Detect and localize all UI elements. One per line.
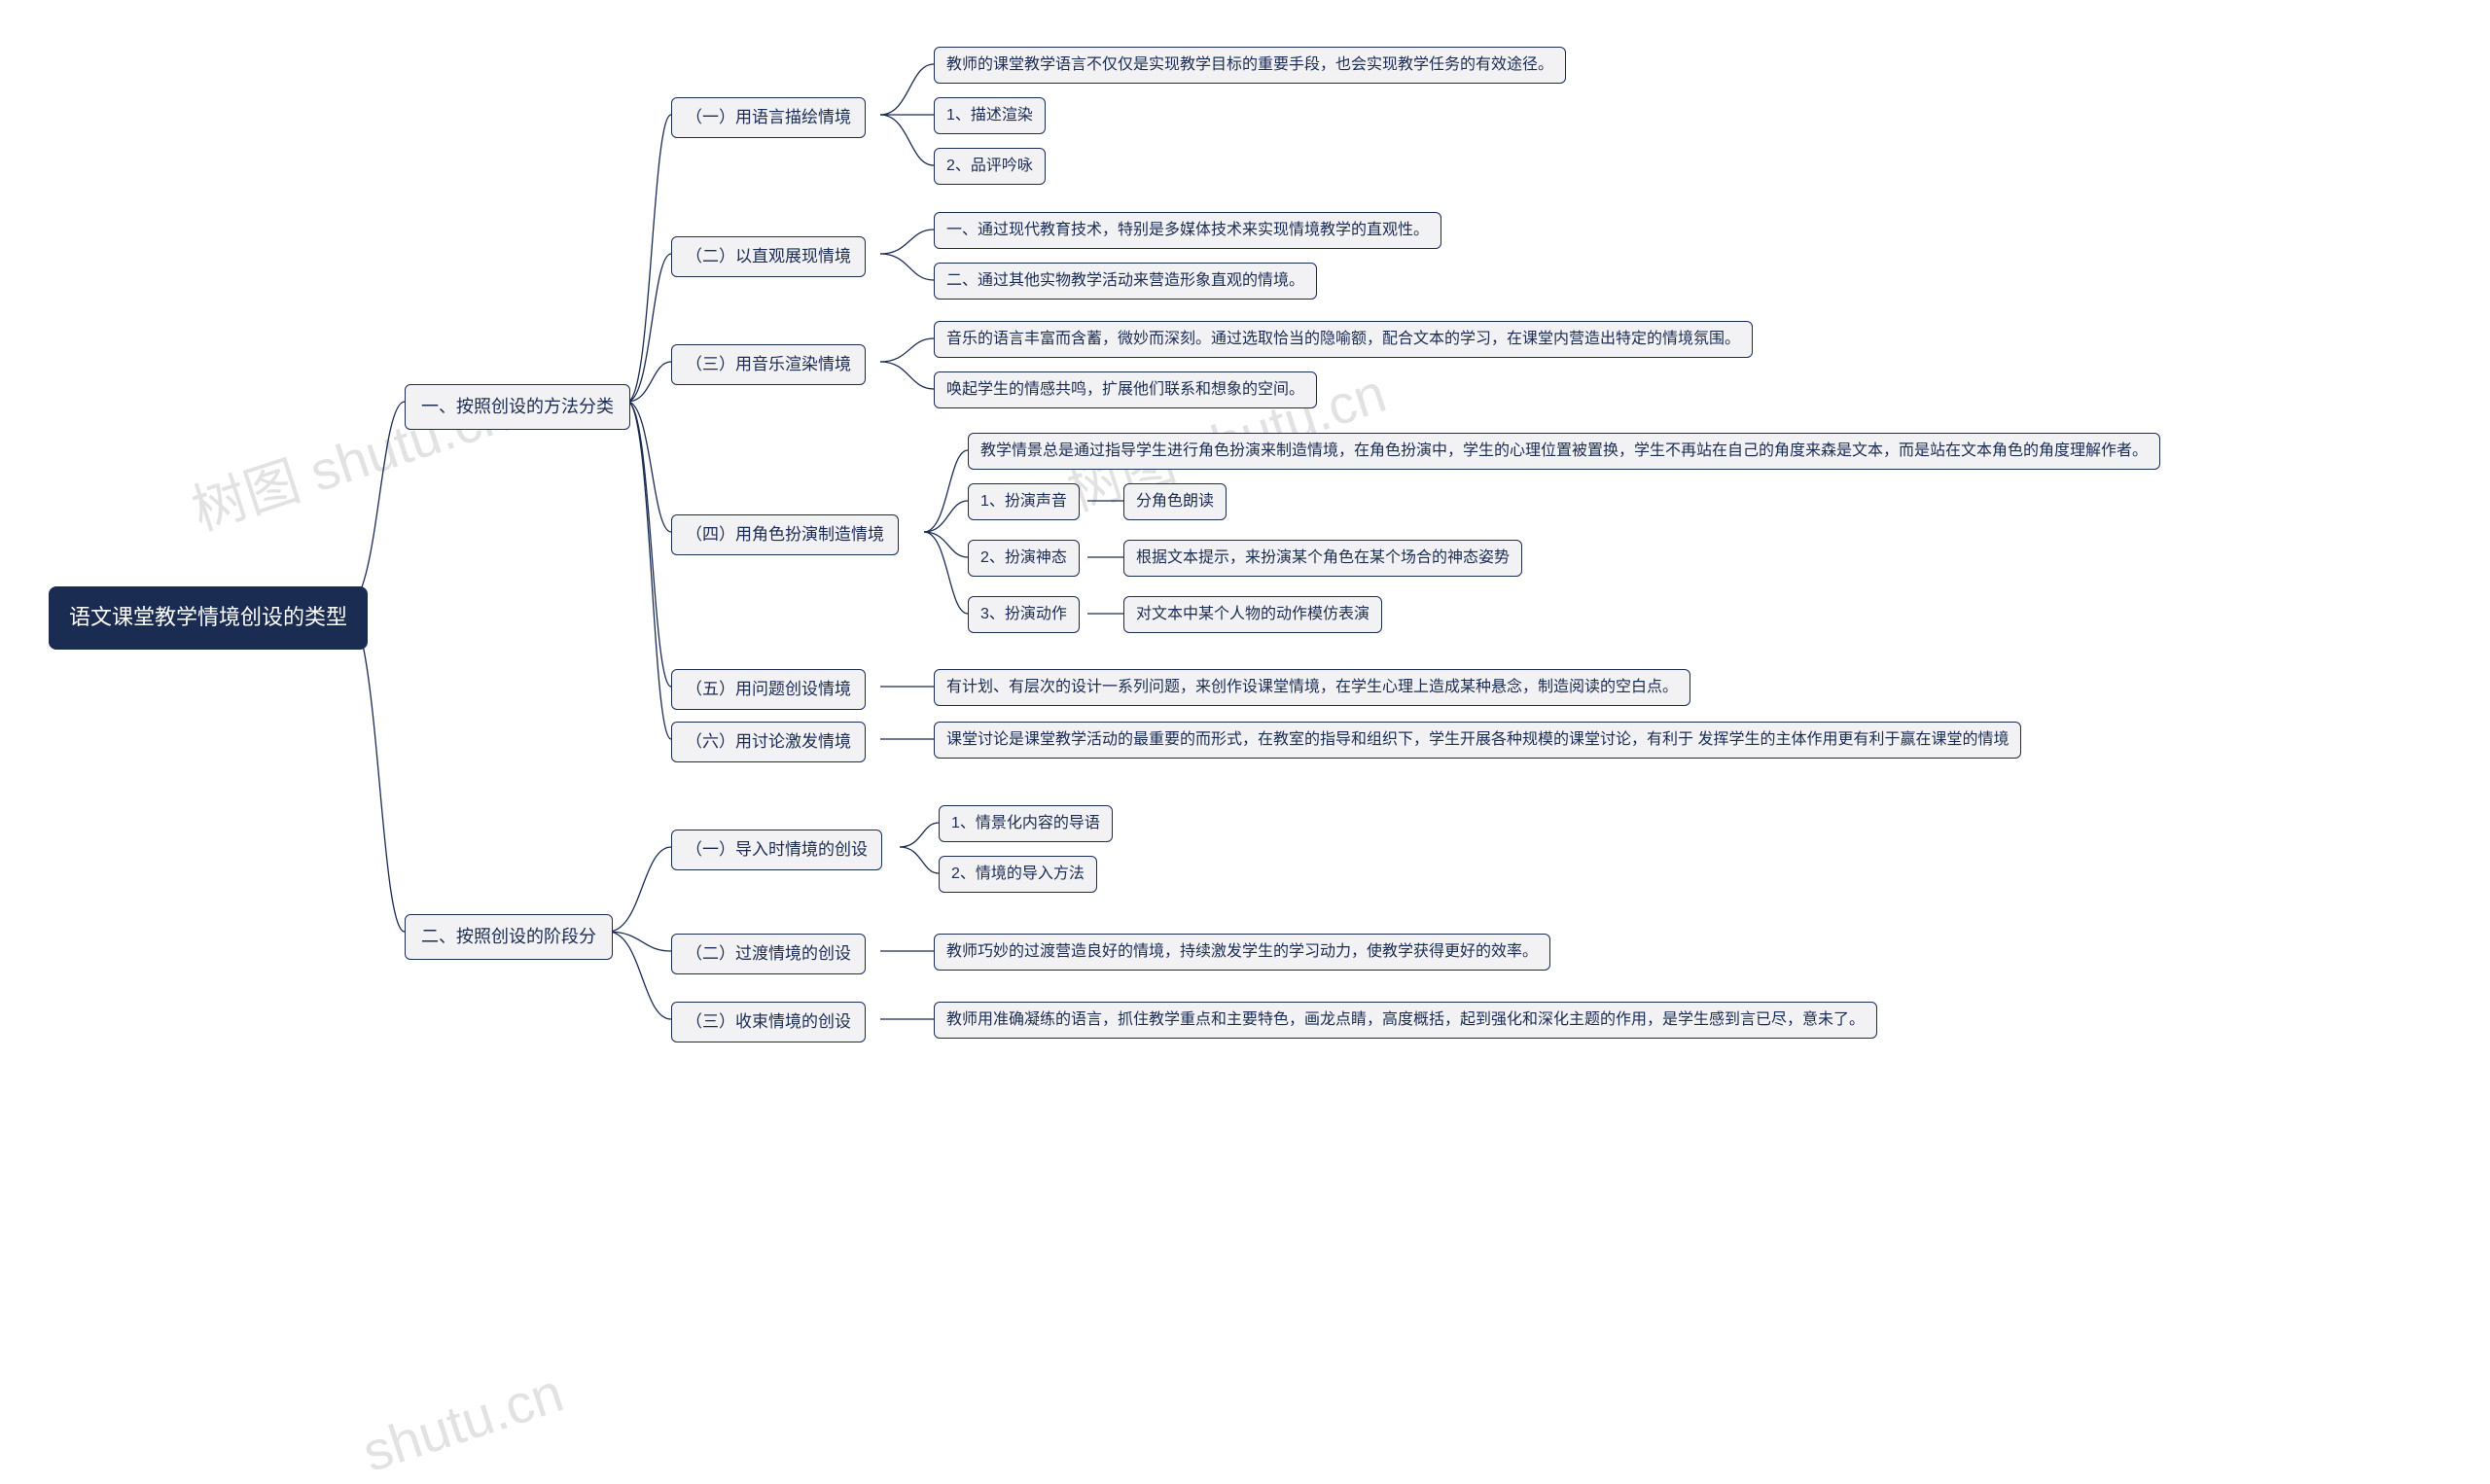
- leaf-m4-0[interactable]: 教学情景总是通过指导学生进行角色扮演来制造情境，在角色扮演中，学生的心理位置被置…: [968, 433, 2160, 470]
- node-method-6[interactable]: （六）用讨论激发情境: [671, 722, 866, 762]
- leaf-m4-2-sub[interactable]: 根据文本提示，来扮演某个角色在某个场合的神态姿势: [1123, 540, 1522, 577]
- node-stage-3[interactable]: （三）收束情境的创设: [671, 1002, 866, 1042]
- node-method-1[interactable]: （一）用语言描绘情境: [671, 97, 866, 138]
- leaf-m1-1[interactable]: 1、描述渲染: [934, 97, 1046, 134]
- node-method-2[interactable]: （二）以直观展现情境: [671, 236, 866, 277]
- branch-stages[interactable]: 二、按照创设的阶段分: [405, 914, 613, 960]
- leaf-m5-0[interactable]: 有计划、有层次的设计一系列问题，来创作设课堂情境，在学生心理上造成某种悬念，制造…: [934, 669, 1690, 706]
- mindmap-root[interactable]: 语文课堂教学情境创设的类型: [49, 586, 368, 650]
- leaf-m2-0[interactable]: 一、通过现代教育技术，特别是多媒体技术来实现情境教学的直观性。: [934, 212, 1441, 249]
- leaf-m4-1[interactable]: 1、扮演声音: [968, 483, 1080, 520]
- node-method-4[interactable]: （四）用角色扮演制造情境: [671, 514, 899, 555]
- leaf-m4-2[interactable]: 2、扮演神态: [968, 540, 1080, 577]
- leaf-m1-0[interactable]: 教师的课堂教学语言不仅仅是实现教学目标的重要手段，也会实现教学任务的有效途径。: [934, 47, 1566, 84]
- watermark: shutu.cn: [355, 1360, 570, 1484]
- leaf-s2-0[interactable]: 教师巧妙的过渡营造良好的情境，持续激发学生的学习动力，使教学获得更好的效率。: [934, 934, 1550, 971]
- leaf-m3-0[interactable]: 音乐的语言丰富而含蓄，微妙而深刻。通过选取恰当的隐喻额，配合文本的学习，在课堂内…: [934, 321, 1753, 358]
- leaf-m6-0[interactable]: 课堂讨论是课堂教学活动的最重要的而形式，在教室的指导和组织下，学生开展各种规模的…: [934, 722, 2021, 759]
- branch-methods[interactable]: 一、按照创设的方法分类: [405, 384, 630, 430]
- leaf-m4-3[interactable]: 3、扮演动作: [968, 596, 1080, 633]
- node-method-5[interactable]: （五）用问题创设情境: [671, 669, 866, 710]
- leaf-m1-2[interactable]: 2、品评吟咏: [934, 148, 1046, 185]
- leaf-m3-1[interactable]: 唤起学生的情感共鸣，扩展他们联系和想象的空间。: [934, 371, 1317, 408]
- node-stage-2[interactable]: （二）过渡情境的创设: [671, 934, 866, 974]
- leaf-s1-1[interactable]: 2、情境的导入方法: [939, 856, 1097, 893]
- leaf-s3-0[interactable]: 教师用准确凝练的语言，抓住教学重点和主要特色，画龙点睛，高度概括，起到强化和深化…: [934, 1002, 1877, 1039]
- leaf-m2-1[interactable]: 二、通过其他实物教学活动来营造形象直观的情境。: [934, 263, 1317, 300]
- node-stage-1[interactable]: （一）导入时情境的创设: [671, 830, 882, 870]
- leaf-m4-3-sub[interactable]: 对文本中某个人物的动作模仿表演: [1123, 596, 1382, 633]
- leaf-m4-1-sub[interactable]: 分角色朗读: [1123, 483, 1227, 520]
- leaf-s1-0[interactable]: 1、情景化内容的导语: [939, 805, 1113, 842]
- node-method-3[interactable]: （三）用音乐渲染情境: [671, 344, 866, 385]
